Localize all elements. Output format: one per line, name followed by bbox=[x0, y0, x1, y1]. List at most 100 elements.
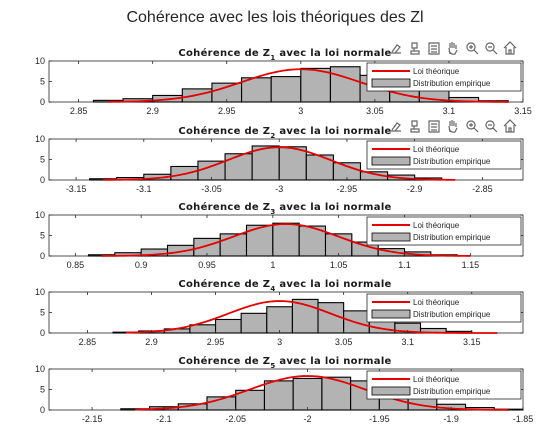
x-tick-label: -3.15 bbox=[66, 184, 87, 194]
x-tick-label: 1.1 bbox=[398, 260, 411, 270]
legend-bar-swatch bbox=[371, 386, 411, 396]
legend[interactable]: Loi théorique Distribution empirique bbox=[366, 370, 522, 400]
pan-icon[interactable] bbox=[446, 119, 461, 134]
x-tick-label: 3.1 bbox=[443, 106, 456, 116]
home-icon[interactable] bbox=[503, 119, 518, 134]
y-tick-label: 10 bbox=[35, 134, 45, 144]
y-tick-label: 0 bbox=[40, 97, 45, 107]
y-tick-label: 10 bbox=[35, 287, 45, 297]
legend-label-theoretical: Loi théorique bbox=[413, 221, 460, 230]
x-tick-label: -2.1 bbox=[156, 414, 172, 424]
histogram-bar bbox=[278, 146, 307, 181]
histogram-bar bbox=[263, 380, 294, 411]
legend[interactable]: Loi théorique Distribution empirique bbox=[366, 62, 522, 92]
y-tick-label: 10 bbox=[35, 210, 45, 220]
data-tips-icon[interactable] bbox=[427, 41, 442, 56]
zoom-out-icon[interactable] bbox=[484, 119, 499, 134]
x-tick-label: 1 bbox=[270, 260, 275, 270]
legend-label-empirical: Distribution empirique bbox=[413, 233, 491, 242]
zoom-out-icon[interactable] bbox=[484, 41, 499, 56]
subplot-3[interactable]: 0.85 0.9 0.95 1 1.05 1.1 1.15 0 5 10 Cohérence de … bbox=[35, 201, 524, 270]
data-tips-icon[interactable] bbox=[427, 119, 442, 134]
x-tick-label: 1.15 bbox=[462, 260, 480, 270]
legend-label-empirical: Distribution empirique bbox=[413, 387, 491, 396]
legend-label-theoretical: Loi théorique bbox=[413, 298, 460, 307]
legend-bar-swatch bbox=[371, 232, 411, 242]
legend-bar-swatch bbox=[371, 309, 411, 319]
x-tick-label: 2.95 bbox=[218, 106, 236, 116]
y-tick-label: 5 bbox=[40, 155, 45, 165]
zoom-in-icon[interactable] bbox=[465, 41, 480, 56]
x-tick-label: -3.1 bbox=[136, 184, 152, 194]
histogram-bar bbox=[292, 377, 323, 411]
y-tick-label: 5 bbox=[40, 77, 45, 87]
histogram-bar bbox=[300, 67, 331, 103]
export-icon[interactable] bbox=[389, 41, 404, 56]
home-icon[interactable] bbox=[503, 41, 518, 56]
legend-bar-swatch bbox=[371, 156, 411, 166]
histogram-bar bbox=[317, 302, 345, 334]
pan-icon[interactable] bbox=[446, 41, 461, 56]
subplot-title: Cohérence de Z4 avec la loi normale bbox=[178, 278, 391, 293]
axes-toolbar[interactable] bbox=[389, 41, 518, 56]
zoom-in-icon[interactable] bbox=[465, 119, 480, 134]
brush-icon[interactable] bbox=[408, 41, 423, 56]
histogram-bar bbox=[329, 66, 361, 103]
x-tick-label: 0.85 bbox=[67, 260, 85, 270]
subplot-4[interactable]: 2.85 2.9 2.95 3 3.05 3.1 3.15 0 5 10 Cohérence de … bbox=[35, 278, 524, 347]
x-tick-label: -2.05 bbox=[225, 414, 246, 424]
brush-icon[interactable] bbox=[408, 119, 423, 134]
x-tick-label: 3.1 bbox=[401, 337, 414, 347]
y-tick-label: 0 bbox=[40, 328, 45, 338]
normal-curve bbox=[103, 146, 456, 181]
x-tick-label: 3.05 bbox=[335, 337, 353, 347]
y-tick-label: 5 bbox=[40, 385, 45, 395]
y-tick-label: 0 bbox=[40, 251, 45, 261]
histogram-bar bbox=[224, 153, 253, 181]
subplot-1[interactable]: 2.85 2.9 2.95 3 3.05 3.1 3.15 0 5 10 Cohérence de … bbox=[35, 41, 532, 116]
legend-label-theoretical: Loi théorique bbox=[413, 375, 460, 384]
axes-toolbar[interactable] bbox=[389, 119, 518, 134]
subplot-title: Cohérence de Z5 avec la loi normale bbox=[178, 355, 391, 370]
legend-label-empirical: Distribution empirique bbox=[413, 310, 491, 319]
x-tick-label: -2.15 bbox=[82, 414, 103, 424]
x-tick-label: -2 bbox=[304, 414, 312, 424]
normal-curve bbox=[125, 300, 498, 334]
legend[interactable]: Loi théorique Distribution empirique bbox=[366, 216, 522, 246]
histogram-bar bbox=[270, 76, 302, 103]
x-tick-label: 2.95 bbox=[207, 337, 225, 347]
normal-curve bbox=[108, 68, 509, 103]
subplot-title: Cohérence de Z3 avec la loi normale bbox=[178, 201, 391, 216]
y-tick-label: 10 bbox=[35, 364, 45, 374]
legend-label-empirical: Distribution empirique bbox=[413, 79, 491, 88]
legend[interactable]: Loi théorique Distribution empirique bbox=[366, 140, 522, 170]
x-tick-label: -1.9 bbox=[443, 414, 459, 424]
x-tick-label: -2.85 bbox=[472, 184, 493, 194]
x-tick-label: 3 bbox=[277, 337, 282, 347]
histogram-bar bbox=[272, 222, 300, 257]
legend-label-theoretical: Loi théorique bbox=[413, 145, 460, 154]
x-tick-label: -2.9 bbox=[407, 184, 423, 194]
histogram-bar bbox=[241, 77, 272, 103]
export-icon[interactable] bbox=[389, 119, 404, 134]
x-tick-label: -2.95 bbox=[337, 184, 358, 194]
subplot-2[interactable]: -3.15 -3.1 -3.05 -3 -2.95 -2.9 -2.85 0 5 10 Cohére… bbox=[35, 119, 524, 194]
x-tick-label: 0.95 bbox=[198, 260, 216, 270]
histogram-bar bbox=[240, 312, 268, 334]
x-tick-label: 3.05 bbox=[366, 106, 384, 116]
x-tick-label: 3.15 bbox=[463, 337, 481, 347]
subplot-5[interactable]: -2.15 -2.1 -2.05 -2 -1.95 -1.9 -1.85 0 5 10 Cohére… bbox=[35, 355, 533, 424]
x-tick-label: 2.9 bbox=[145, 337, 158, 347]
normal-curve bbox=[135, 375, 509, 411]
legend[interactable]: Loi théorique Distribution empirique bbox=[366, 293, 522, 323]
subplot-title: Cohérence de Z2 avec la loi normale bbox=[178, 125, 391, 140]
histogram-bar bbox=[214, 318, 242, 334]
legend-bar-swatch bbox=[371, 78, 411, 88]
x-tick-label: 1.05 bbox=[330, 260, 348, 270]
x-tick-label: 0.9 bbox=[135, 260, 148, 270]
y-tick-label: 5 bbox=[40, 308, 45, 318]
x-tick-label: -3.05 bbox=[201, 184, 222, 194]
histogram-bar bbox=[266, 306, 293, 334]
x-tick-label: 2.85 bbox=[70, 106, 88, 116]
x-tick-label: -1.85 bbox=[513, 414, 534, 424]
